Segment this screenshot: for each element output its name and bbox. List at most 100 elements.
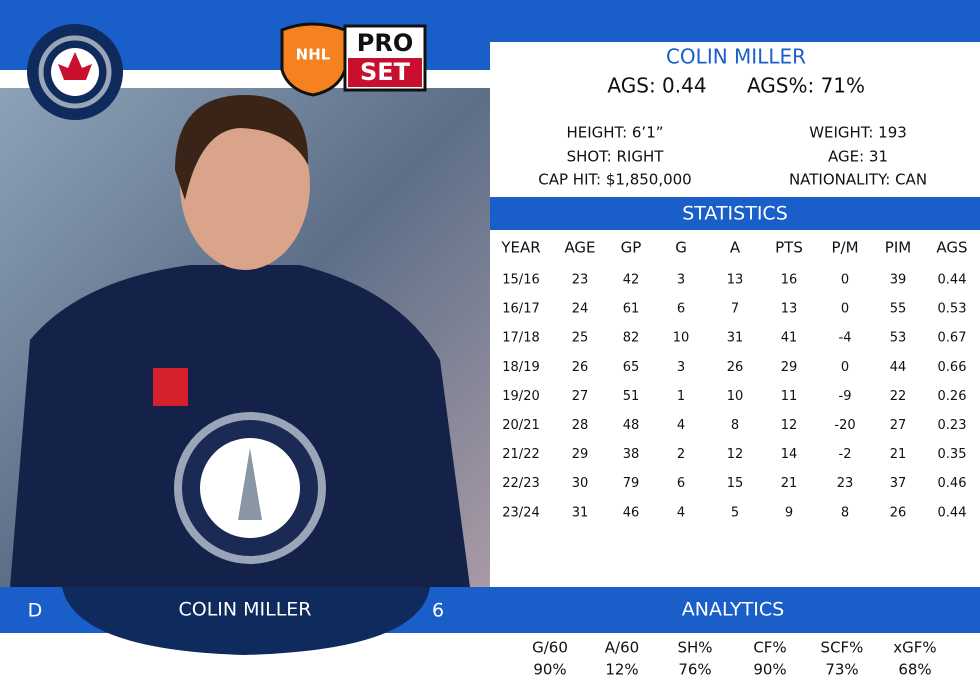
logo-pro: PRO	[357, 29, 413, 57]
stats-cell: 29	[572, 447, 589, 462]
analytics-label: G/60	[532, 639, 568, 657]
stats-cell: 0.23	[938, 418, 967, 433]
stats-cell: 9	[785, 505, 793, 520]
stats-column-header: P/M	[831, 239, 858, 257]
stats-cell: 31	[572, 505, 589, 520]
weight: WEIGHT: 193	[809, 124, 907, 142]
stats-cell: 28	[572, 418, 589, 433]
stats-cell: 27	[572, 389, 589, 404]
stats-column-header: YEAR	[500, 239, 540, 257]
analytics-label: xGF%	[893, 639, 936, 657]
stats-cell: 17/18	[502, 331, 539, 346]
stats-cell: 23	[837, 476, 854, 491]
stats-cell: 0.44	[938, 273, 967, 288]
player-photo	[0, 88, 490, 587]
stats-column-header: AGS	[936, 239, 967, 257]
stats-cell: 0	[841, 360, 849, 375]
stats-cell: 51	[623, 389, 640, 404]
stats-cell: -2	[839, 447, 852, 462]
analytics-value: 73%	[825, 661, 858, 679]
age: AGE: 31	[828, 148, 888, 166]
stats-cell: 26	[572, 360, 589, 375]
stats-title: STATISTICS	[682, 203, 788, 225]
proset-logo: NHL PRO SET	[280, 22, 427, 97]
stats-cell: 20/21	[502, 418, 539, 433]
stats-cell: 0.67	[938, 331, 967, 346]
stats-cell: 53	[890, 331, 907, 346]
stats-cell: 46	[623, 505, 640, 520]
analytics-table: G/60 90% A/60 12% SH% 76% CF% 90% SCF% 73% xGF% 68%	[532, 639, 937, 679]
stats-cell: 18/19	[502, 360, 539, 375]
stats-cell: 82	[623, 331, 640, 346]
stats-cell: 7	[731, 302, 739, 317]
analytics-label: CF%	[753, 639, 786, 657]
stats-cell: 48	[623, 418, 640, 433]
stats-cell: 0	[841, 302, 849, 317]
analytics-value: 12%	[605, 661, 638, 679]
stats-cell: 8	[841, 505, 849, 520]
stats-cell: 0.46	[938, 476, 967, 491]
stats-cell: 0.44	[938, 505, 967, 520]
stats-cell: 6	[677, 302, 685, 317]
stats-cell: 23	[572, 273, 589, 288]
stats-cell: 2	[677, 447, 685, 462]
stats-cell: 24	[572, 302, 589, 317]
stats-cell: 15	[727, 476, 744, 491]
stats-cell: 65	[623, 360, 640, 375]
stats-cell: 31	[727, 331, 744, 346]
stats-cell: 41	[781, 331, 798, 346]
stats-cell: 0	[841, 273, 849, 288]
shot: SHOT: RIGHT	[567, 148, 665, 166]
stats-cell: 3	[677, 360, 685, 375]
stats-cell: 13	[727, 273, 744, 288]
stats-cell: 3	[677, 273, 685, 288]
stats-cell: 42	[623, 273, 640, 288]
stats-cell: 11	[781, 389, 798, 404]
stats-cell: 5	[731, 505, 739, 520]
stats-column-header: PIM	[885, 239, 911, 257]
stats-cell: 21/22	[502, 447, 539, 462]
stats-cell: 16/17	[502, 302, 539, 317]
stats-cell: 10	[673, 331, 690, 346]
player-name: COLIN MILLER	[666, 45, 806, 69]
stats-cell: 0.53	[938, 302, 967, 317]
stats-cell: 21	[890, 447, 907, 462]
nationality: NATIONALITY: CAN	[789, 171, 927, 189]
stats-cell: 25	[572, 331, 589, 346]
height: HEIGHT: 6’1”	[566, 124, 663, 142]
stats-cell: 38	[623, 447, 640, 462]
analytics-value: 76%	[678, 661, 711, 679]
team-logo	[27, 24, 123, 120]
stats-cell: 10	[727, 389, 744, 404]
stats-cell: 26	[727, 360, 744, 375]
stats-column-header: G	[675, 239, 687, 257]
stats-cell: 14	[781, 447, 798, 462]
logo-nhl: NHL	[296, 46, 331, 64]
stats-cell: 19/20	[502, 389, 539, 404]
stats-cell: 16	[781, 273, 798, 288]
jersey-number: 6	[432, 600, 444, 622]
stats-cell: 39	[890, 273, 907, 288]
stats-cell: 44	[890, 360, 907, 375]
top-band	[0, 0, 980, 42]
stats-column-header: PTS	[775, 239, 803, 257]
ags: AGS: 0.44	[607, 74, 706, 98]
stats-cell: 0.26	[938, 389, 967, 404]
stats-cell: 15/16	[502, 273, 539, 288]
stats-cell: 27	[890, 418, 907, 433]
stats-cell: 13	[781, 302, 798, 317]
stats-cell: 61	[623, 302, 640, 317]
analytics-value: 90%	[753, 661, 786, 679]
stats-cell: 0.66	[938, 360, 967, 375]
stats-cell: 12	[727, 447, 744, 462]
stats-cell: 37	[890, 476, 907, 491]
stats-cell: -4	[839, 331, 852, 346]
banner-name: COLIN MILLER	[178, 599, 311, 621]
stats-cell: -9	[839, 389, 852, 404]
analytics-title: ANALYTICS	[682, 599, 784, 621]
stats-cell: 0.35	[938, 447, 967, 462]
stats-cell: 4	[677, 418, 685, 433]
analytics-label: A/60	[605, 639, 639, 657]
